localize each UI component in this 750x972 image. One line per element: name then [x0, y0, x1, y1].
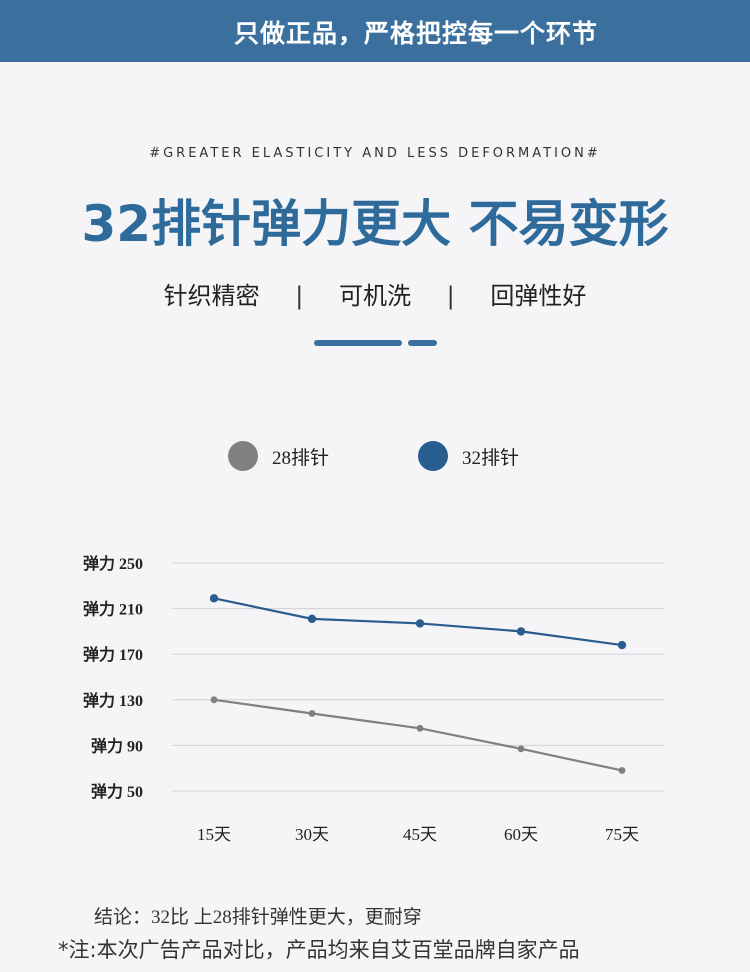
- y-tick-label: 弹力 50: [91, 782, 143, 801]
- feature-rebound: 回弹性好: [490, 282, 587, 310]
- series-point-1: [415, 619, 425, 628]
- legend-dot-32: [418, 441, 448, 471]
- disclaimer-text: *注:本次广告产品对比，产品均来自艾百堂品牌自家产品: [58, 938, 580, 962]
- x-tick-label: 30天: [295, 825, 329, 844]
- feature-list: 针织精密 | 可机洗 | 回弹性好: [0, 276, 750, 311]
- y-tick-label: 弹力 130: [83, 691, 143, 710]
- series-point-1: [209, 594, 219, 603]
- series-point-0: [210, 696, 218, 704]
- feature-separator: |: [295, 282, 304, 310]
- conclusion-text: 结论：32比 上28排针弹性更大，更耐穿: [94, 907, 422, 928]
- english-subtitle: #GREATER ELASTICITY AND LESS DEFORMATION…: [149, 146, 601, 161]
- x-tick-label: 15天: [197, 825, 231, 844]
- feature-knit: 针织精密: [163, 282, 260, 310]
- series-point-0: [416, 724, 424, 732]
- feature-separator: |: [446, 282, 455, 310]
- series-point-1: [617, 640, 627, 650]
- decor-bar-long: [314, 340, 402, 346]
- elasticity-line-chart: 弹力 250 弹力 210 弹力 170 弹力 130 弹力 90 弹力 50 15天 30天…: [83, 554, 664, 844]
- legend-item-28: 28排针: [228, 440, 329, 472]
- legend-label-32: 32排针: [462, 447, 520, 469]
- x-tick-label: 60天: [504, 825, 538, 844]
- legend-label-28: 28排针: [272, 447, 330, 469]
- series-point-0: [308, 710, 316, 717]
- y-tick-label: 弹力 90: [91, 736, 143, 755]
- legend-item-32: 32排针: [418, 440, 519, 472]
- banner-slogan: 只做正品，严格把控每一个环节: [234, 19, 599, 48]
- top-banner: 只做正品，严格把控每一个环节: [0, 0, 750, 62]
- y-tick-label: 弹力 250: [83, 554, 143, 573]
- x-tick-label: 45天: [403, 825, 437, 844]
- x-tick-label: 75天: [605, 825, 639, 844]
- series-line-0: [213, 698, 623, 772]
- series-point-0: [618, 767, 626, 774]
- series-point-1: [516, 627, 526, 636]
- y-tick-label: 弹力 210: [83, 600, 143, 619]
- y-tick-label: 弹力 170: [83, 645, 143, 664]
- feature-washable: 可机洗: [339, 282, 411, 310]
- series-point-1: [307, 614, 317, 624]
- headline: 32排针弹力更大 不易变形: [81, 195, 669, 253]
- series-point-0: [517, 745, 525, 753]
- legend-dot-28: [228, 441, 258, 471]
- decor-bar-short: [408, 340, 437, 346]
